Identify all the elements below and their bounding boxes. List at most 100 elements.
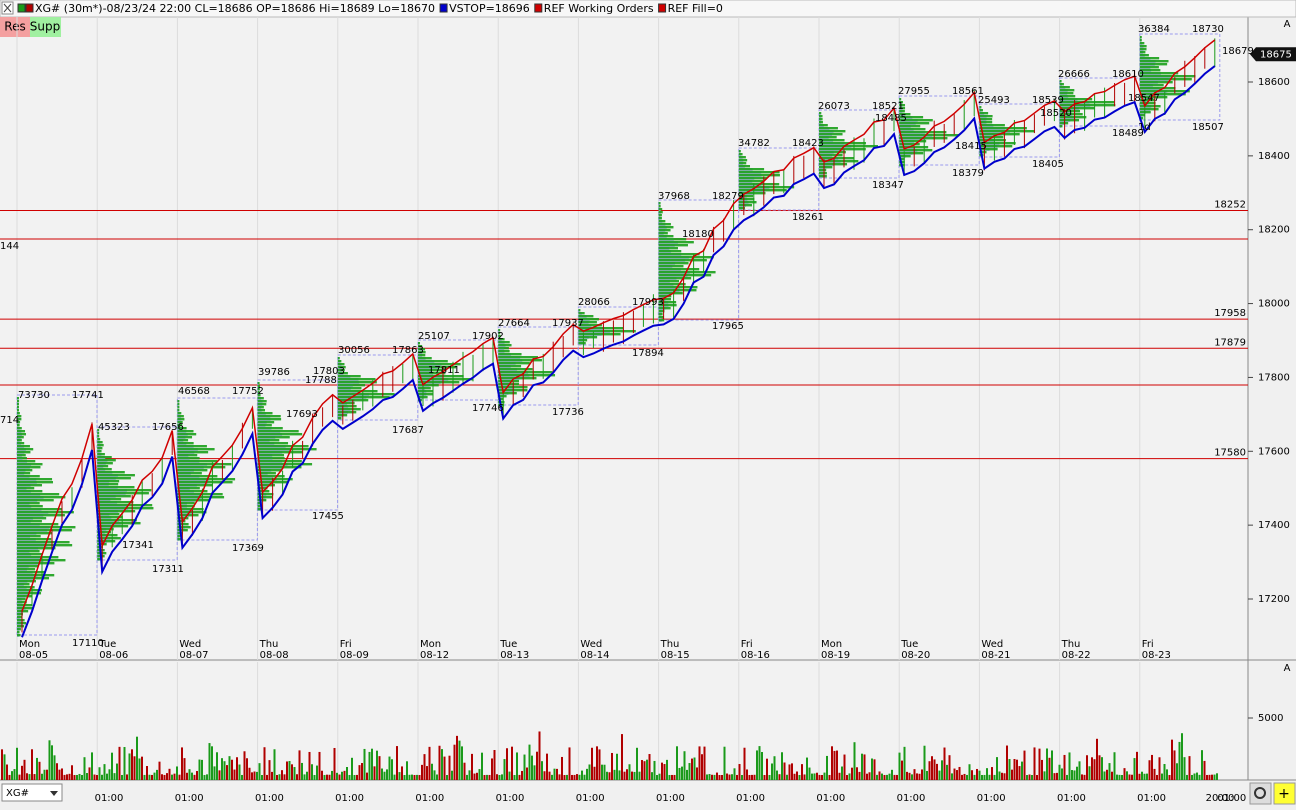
volume-profile	[418, 345, 423, 348]
volume-profile	[337, 396, 390, 399]
volume-profile	[498, 359, 542, 362]
volume-bar	[1211, 774, 1213, 780]
volume-bar	[768, 774, 771, 780]
volume-bar	[448, 755, 451, 780]
volume-bar	[83, 757, 86, 780]
volume-bar	[1071, 770, 1073, 780]
volume-profile	[257, 409, 266, 412]
volume-bar	[988, 774, 991, 780]
volume-profile	[97, 540, 116, 543]
volume-bar	[218, 770, 221, 780]
volume-profile	[578, 327, 624, 330]
volume-bar	[43, 769, 46, 780]
volume-bar	[558, 774, 561, 780]
volume-bar	[276, 774, 278, 780]
volume-profile	[1139, 60, 1169, 63]
volume-profile	[177, 457, 200, 460]
volume-profile	[17, 433, 27, 436]
volume-bar	[478, 769, 481, 780]
volume-profile	[17, 397, 19, 400]
volume-profile	[819, 124, 828, 127]
symbol-box[interactable]	[1, 783, 63, 802]
volume-profile	[337, 381, 377, 384]
refresh-button[interactable]	[1249, 782, 1272, 805]
volume-bar	[886, 774, 888, 780]
supp-label[interactable]: Supp	[30, 20, 60, 34]
volume-bar	[158, 761, 161, 780]
volume-bar	[643, 761, 646, 780]
res-label[interactable]: Res	[4, 20, 25, 34]
profile-label: 714	[0, 415, 19, 426]
volume-bar	[741, 774, 743, 780]
marker-label: 18679	[1222, 46, 1254, 57]
volume-bar	[223, 761, 226, 780]
volume-profile	[97, 504, 153, 507]
volume-bar	[711, 774, 713, 780]
volume-profile	[738, 159, 748, 162]
volume-bar	[776, 770, 778, 780]
volume-profile	[578, 324, 602, 327]
volume-bar	[456, 735, 458, 780]
volume-bar	[278, 774, 281, 780]
volume-bar	[866, 773, 868, 780]
volume-profile	[17, 535, 41, 538]
legend-swatch	[17, 3, 26, 13]
volume-bar	[1078, 761, 1081, 780]
profile-label: 17965	[712, 321, 744, 332]
res-button[interactable]	[0, 17, 30, 37]
volume-bar	[1178, 741, 1181, 780]
volume-bar	[441, 749, 443, 780]
volume-profile	[97, 486, 135, 489]
volume-profile	[177, 490, 208, 493]
volume-bar	[18, 774, 21, 780]
volume-profile	[97, 537, 121, 540]
volume-bar	[318, 751, 321, 780]
supp-button[interactable]	[30, 17, 61, 37]
day-weekday: Wed	[981, 639, 1003, 650]
volume-bar	[868, 772, 871, 780]
volume-bar	[691, 758, 693, 780]
volume-profile	[658, 262, 689, 265]
volume-bar	[1048, 757, 1051, 780]
volume-bar	[696, 767, 698, 780]
volume-profile	[819, 142, 866, 145]
volume-profile	[97, 459, 116, 462]
volume-bar	[881, 773, 883, 780]
volume-bar	[323, 774, 326, 780]
volume-bar	[663, 764, 666, 780]
add-button[interactable]	[1273, 782, 1296, 805]
volume-bar	[1126, 771, 1128, 780]
volume-bar	[1143, 773, 1146, 780]
volume-bar	[708, 774, 711, 780]
volume-profile	[17, 445, 30, 448]
symbol[interactable]: XG#	[6, 788, 29, 799]
volume-profile	[1139, 51, 1146, 54]
volume-bar	[488, 774, 491, 780]
time-label: 01:00	[1137, 793, 1166, 804]
add-label[interactable]: +	[1278, 786, 1290, 802]
volume-bar	[368, 751, 371, 780]
volume-profile	[257, 400, 267, 403]
volume-bar	[816, 772, 818, 780]
day-date: 08-19	[821, 650, 850, 661]
volume-bar	[731, 774, 733, 780]
volume-bar	[1086, 755, 1088, 780]
volume-bar	[188, 769, 191, 780]
level-label: 17879	[1214, 337, 1246, 348]
volume-bar	[1193, 773, 1196, 780]
volume-profile	[658, 244, 688, 247]
volume-profile	[658, 319, 665, 322]
volume-profile	[819, 115, 823, 118]
volume-bar	[678, 767, 681, 780]
volume-bar	[146, 766, 148, 780]
volume-bar	[303, 774, 306, 780]
volume-profile	[17, 463, 43, 466]
volume-profile	[177, 535, 181, 538]
volume-profile	[337, 372, 348, 375]
volume-bar	[901, 760, 903, 780]
legend-swatch	[534, 3, 543, 13]
volume-profile	[819, 154, 843, 157]
volume-bar	[206, 774, 208, 780]
volume-bar	[338, 774, 341, 780]
volume-profile	[899, 152, 924, 155]
